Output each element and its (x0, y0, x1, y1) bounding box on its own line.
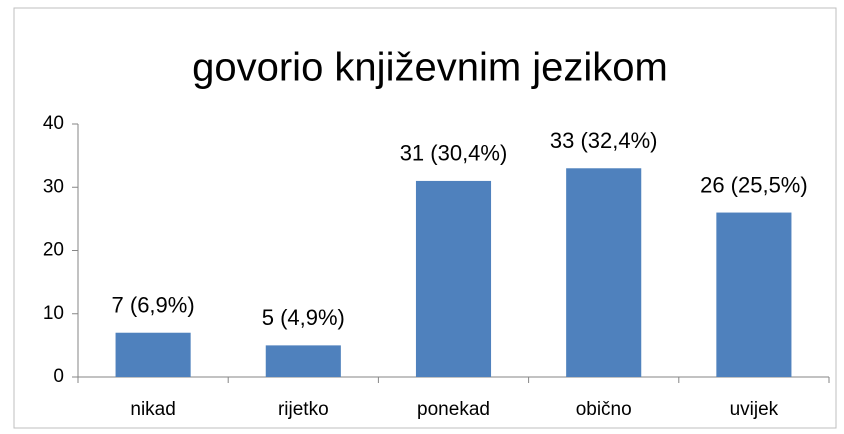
y-tick-label: 10 (43, 303, 64, 324)
data-label: 31 (30,4%) (400, 141, 508, 166)
data-label: 7 (6,9%) (112, 293, 195, 318)
y-tick-label: 40 (43, 113, 64, 134)
x-tick-label: ponekad (417, 399, 490, 420)
x-tick-label: uvijek (730, 399, 779, 420)
data-label: 5 (4,9%) (262, 305, 345, 330)
y-tick-label: 30 (43, 176, 64, 197)
y-tick-label: 20 (43, 240, 64, 261)
y-tick-label: 0 (53, 366, 64, 387)
bar (265, 345, 341, 377)
x-tick-label: nikad (130, 399, 175, 420)
bar (115, 332, 191, 377)
chart-title: govorio književnim jezikom (192, 46, 668, 90)
data-label: 33 (32,4%) (550, 128, 658, 153)
bar (716, 212, 792, 377)
bar (415, 180, 492, 377)
x-tick-label: rijetko (278, 399, 329, 420)
data-label: 26 (25,5%) (700, 172, 808, 197)
bar (566, 168, 642, 377)
x-tick-label: obično (576, 399, 632, 420)
